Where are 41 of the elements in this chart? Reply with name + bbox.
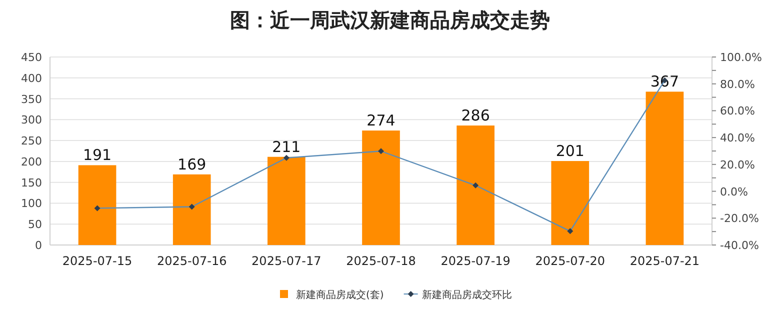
x-tick-label: 2025-07-18 xyxy=(346,254,416,268)
bar xyxy=(268,156,306,245)
y-tick-label: 300 xyxy=(21,114,42,127)
y-tick-label: 250 xyxy=(21,134,42,148)
x-tick-label: 2025-07-21 xyxy=(630,254,700,268)
x-tick-label: 2025-07-19 xyxy=(440,254,510,268)
bar xyxy=(456,126,494,245)
data-label: 191 xyxy=(82,146,112,164)
legend-label: 新建商品房成交环比 xyxy=(422,289,512,301)
y2-tick-label: 0.0% xyxy=(720,185,748,198)
y2-tick-label: 100.0% xyxy=(720,51,762,64)
x-tick-label: 2025-07-15 xyxy=(62,254,132,268)
y-tick-label: 400 xyxy=(21,72,42,85)
x-tick-label: 2025-07-17 xyxy=(252,254,322,268)
data-label: 286 xyxy=(461,106,490,125)
y2-tick-label: 60.0% xyxy=(720,104,755,118)
data-label: 201 xyxy=(556,142,584,160)
bar xyxy=(172,174,211,245)
y-tick-label: 450 xyxy=(21,51,42,64)
y-tick-label: 200 xyxy=(21,155,42,168)
y2-tick-label: -40.0% xyxy=(720,239,759,252)
bar xyxy=(646,92,684,245)
legend-label: 新建商品房成交(套) xyxy=(296,289,384,301)
y2-tick-label: 40.0% xyxy=(720,132,755,145)
y2-tick-label: 20.0% xyxy=(720,158,755,172)
chart-title: 图：近一周武汉新建商品房成交走势 xyxy=(230,8,550,32)
y-tick-label: 150 xyxy=(21,176,42,190)
y-tick-label: 0 xyxy=(35,239,42,252)
bar xyxy=(362,130,400,245)
x-tick-label: 2025-07-20 xyxy=(535,254,606,268)
data-label: 274 xyxy=(366,112,396,130)
data-label: 211 xyxy=(272,138,301,156)
y-tick-label: 100 xyxy=(21,197,42,210)
x-tick-label: 2025-07-16 xyxy=(156,254,227,268)
data-label: 169 xyxy=(178,155,206,174)
y-tick-label: 50 xyxy=(28,218,42,232)
y-tick-label: 350 xyxy=(21,92,42,106)
y2-tick-label: -20.0% xyxy=(720,212,759,226)
bar xyxy=(551,161,590,245)
bar xyxy=(78,165,116,245)
y2-tick-label: 80.0% xyxy=(720,78,755,91)
